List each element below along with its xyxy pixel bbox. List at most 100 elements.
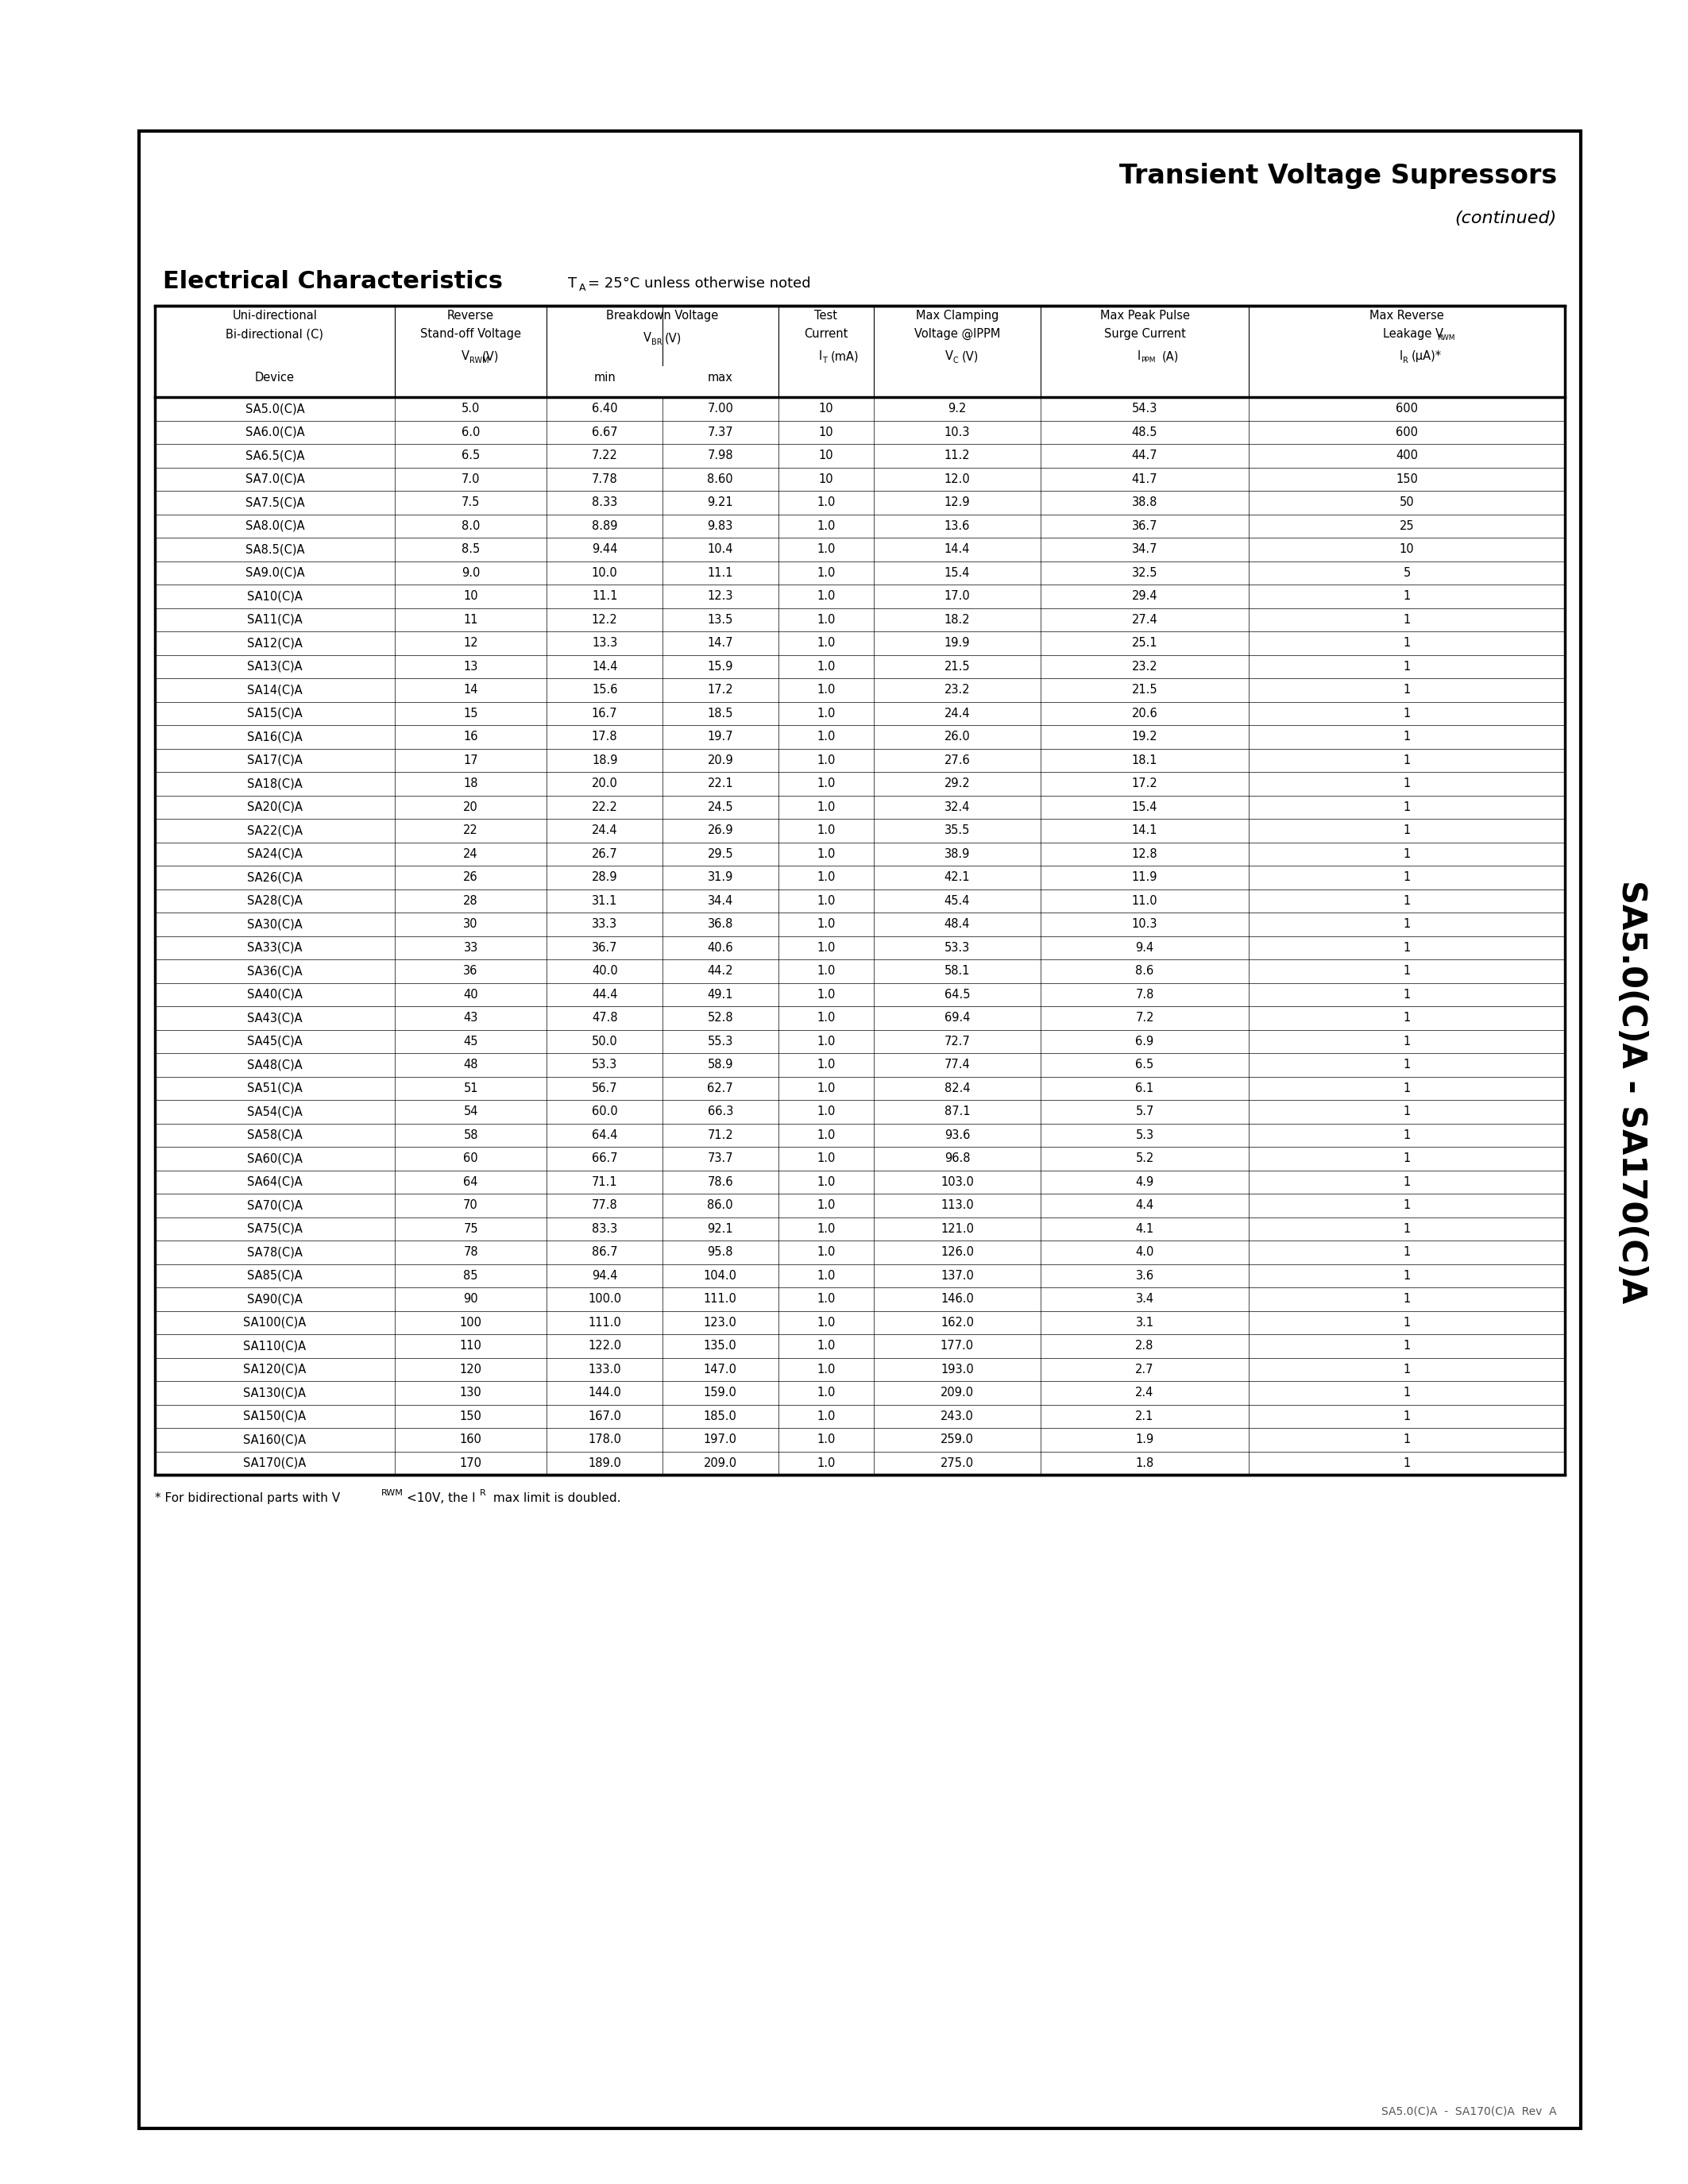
Text: 1: 1: [1403, 1247, 1411, 1258]
Text: 12: 12: [463, 638, 478, 649]
Text: 144.0: 144.0: [587, 1387, 621, 1398]
Text: SA130(C)A: SA130(C)A: [243, 1387, 306, 1398]
Text: 35.5: 35.5: [944, 826, 971, 836]
Text: (V): (V): [962, 349, 979, 363]
Text: <10V, the I: <10V, the I: [407, 1492, 476, 1505]
Text: SA51(C)A: SA51(C)A: [246, 1083, 302, 1094]
Text: 21.5: 21.5: [944, 660, 971, 673]
Text: 1.0: 1.0: [817, 544, 836, 555]
Text: 1.0: 1.0: [817, 1247, 836, 1258]
Text: 31.1: 31.1: [592, 895, 618, 906]
Text: 1: 1: [1403, 614, 1411, 625]
Bar: [155, 306, 1565, 1474]
Text: SA90(C)A: SA90(C)A: [246, 1293, 302, 1306]
Text: SA70(C)A: SA70(C)A: [246, 1199, 302, 1212]
Text: 137.0: 137.0: [940, 1269, 974, 1282]
Text: 33: 33: [464, 941, 478, 954]
Text: 4.1: 4.1: [1136, 1223, 1155, 1234]
Text: 20.9: 20.9: [707, 753, 733, 767]
Text: SA170(C)A: SA170(C)A: [243, 1457, 306, 1470]
Text: 17.2: 17.2: [1131, 778, 1158, 791]
Text: 1: 1: [1403, 1011, 1411, 1024]
Text: 1.0: 1.0: [817, 1153, 836, 1164]
Text: (A): (A): [1161, 349, 1180, 363]
Text: A: A: [579, 282, 586, 293]
Text: SA120(C)A: SA120(C)A: [243, 1363, 306, 1376]
Text: 64.4: 64.4: [592, 1129, 618, 1140]
Text: 123.0: 123.0: [704, 1317, 738, 1328]
Text: 4.0: 4.0: [1136, 1247, 1155, 1258]
Text: 3.1: 3.1: [1136, 1317, 1155, 1328]
Text: 44.4: 44.4: [592, 989, 618, 1000]
Text: 1.0: 1.0: [817, 871, 836, 882]
Text: PPM: PPM: [1141, 356, 1155, 365]
Text: 209.0: 209.0: [940, 1387, 974, 1398]
Text: 1.0: 1.0: [817, 708, 836, 719]
Text: 43: 43: [464, 1011, 478, 1024]
Text: 1.0: 1.0: [817, 1199, 836, 1212]
Text: 7.5: 7.5: [461, 496, 479, 509]
Text: 6.1: 6.1: [1136, 1083, 1155, 1094]
Text: 15.4: 15.4: [944, 568, 971, 579]
Text: 25: 25: [1399, 520, 1415, 533]
Bar: [138, 131, 1580, 2129]
Text: 1.0: 1.0: [817, 1083, 836, 1094]
Text: 69.4: 69.4: [944, 1011, 971, 1024]
Text: 400: 400: [1396, 450, 1418, 461]
Text: 3.6: 3.6: [1136, 1269, 1155, 1282]
Text: max limit is doubled.: max limit is doubled.: [490, 1492, 621, 1505]
Text: 90: 90: [463, 1293, 478, 1306]
Text: SA54(C)A: SA54(C)A: [246, 1105, 302, 1118]
Text: 36: 36: [464, 965, 478, 976]
Text: 22.2: 22.2: [591, 802, 618, 812]
Text: 1: 1: [1403, 1035, 1411, 1048]
Text: 48.4: 48.4: [944, 917, 971, 930]
Text: 111.0: 111.0: [704, 1293, 738, 1306]
Text: 14.1: 14.1: [1131, 826, 1158, 836]
Text: 1: 1: [1403, 753, 1411, 767]
Text: 26.9: 26.9: [707, 826, 733, 836]
Text: 25.1: 25.1: [1131, 638, 1158, 649]
Text: 48.5: 48.5: [1131, 426, 1158, 439]
Text: Test: Test: [815, 310, 837, 321]
Text: Leakage V: Leakage V: [1382, 328, 1443, 341]
Text: 66.3: 66.3: [707, 1105, 733, 1118]
Text: SA58(C)A: SA58(C)A: [246, 1129, 302, 1140]
Text: 36.7: 36.7: [592, 941, 618, 954]
Text: Max Reverse: Max Reverse: [1369, 310, 1445, 321]
Text: 2.8: 2.8: [1136, 1341, 1155, 1352]
Text: 8.89: 8.89: [592, 520, 618, 533]
Text: 1: 1: [1403, 1433, 1411, 1446]
Text: SA5.0(C)A - SA170(C)A: SA5.0(C)A - SA170(C)A: [1615, 880, 1647, 1304]
Text: 20: 20: [463, 802, 478, 812]
Text: 1.0: 1.0: [817, 1433, 836, 1446]
Text: 1: 1: [1403, 1153, 1411, 1164]
Text: 1: 1: [1403, 1083, 1411, 1094]
Text: 26: 26: [463, 871, 478, 882]
Text: SA15(C)A: SA15(C)A: [246, 708, 302, 719]
Text: 34.7: 34.7: [1131, 544, 1158, 555]
Text: 1.0: 1.0: [817, 638, 836, 649]
Text: SA75(C)A: SA75(C)A: [246, 1223, 302, 1234]
Text: SA26(C)A: SA26(C)A: [246, 871, 302, 882]
Text: 19.7: 19.7: [707, 732, 733, 743]
Text: SA7.0(C)A: SA7.0(C)A: [245, 474, 304, 485]
Text: 1: 1: [1403, 1293, 1411, 1306]
Text: 24.5: 24.5: [707, 802, 733, 812]
Text: 185.0: 185.0: [704, 1411, 738, 1422]
Text: 1: 1: [1403, 826, 1411, 836]
Text: 4.9: 4.9: [1136, 1175, 1155, 1188]
Text: SA8.5(C)A: SA8.5(C)A: [245, 544, 304, 555]
Text: 40.6: 40.6: [707, 941, 733, 954]
Text: 1.8: 1.8: [1136, 1457, 1155, 1470]
Text: 12.9: 12.9: [944, 496, 971, 509]
Text: 160: 160: [459, 1433, 481, 1446]
Text: 60: 60: [463, 1153, 478, 1164]
Text: 1.0: 1.0: [817, 965, 836, 976]
Text: 6.9: 6.9: [1136, 1035, 1155, 1048]
Text: 2.7: 2.7: [1136, 1363, 1155, 1376]
Text: 17.2: 17.2: [707, 684, 733, 697]
Text: 11.9: 11.9: [1131, 871, 1158, 882]
Text: 54.3: 54.3: [1133, 402, 1158, 415]
Text: 14.4: 14.4: [944, 544, 971, 555]
